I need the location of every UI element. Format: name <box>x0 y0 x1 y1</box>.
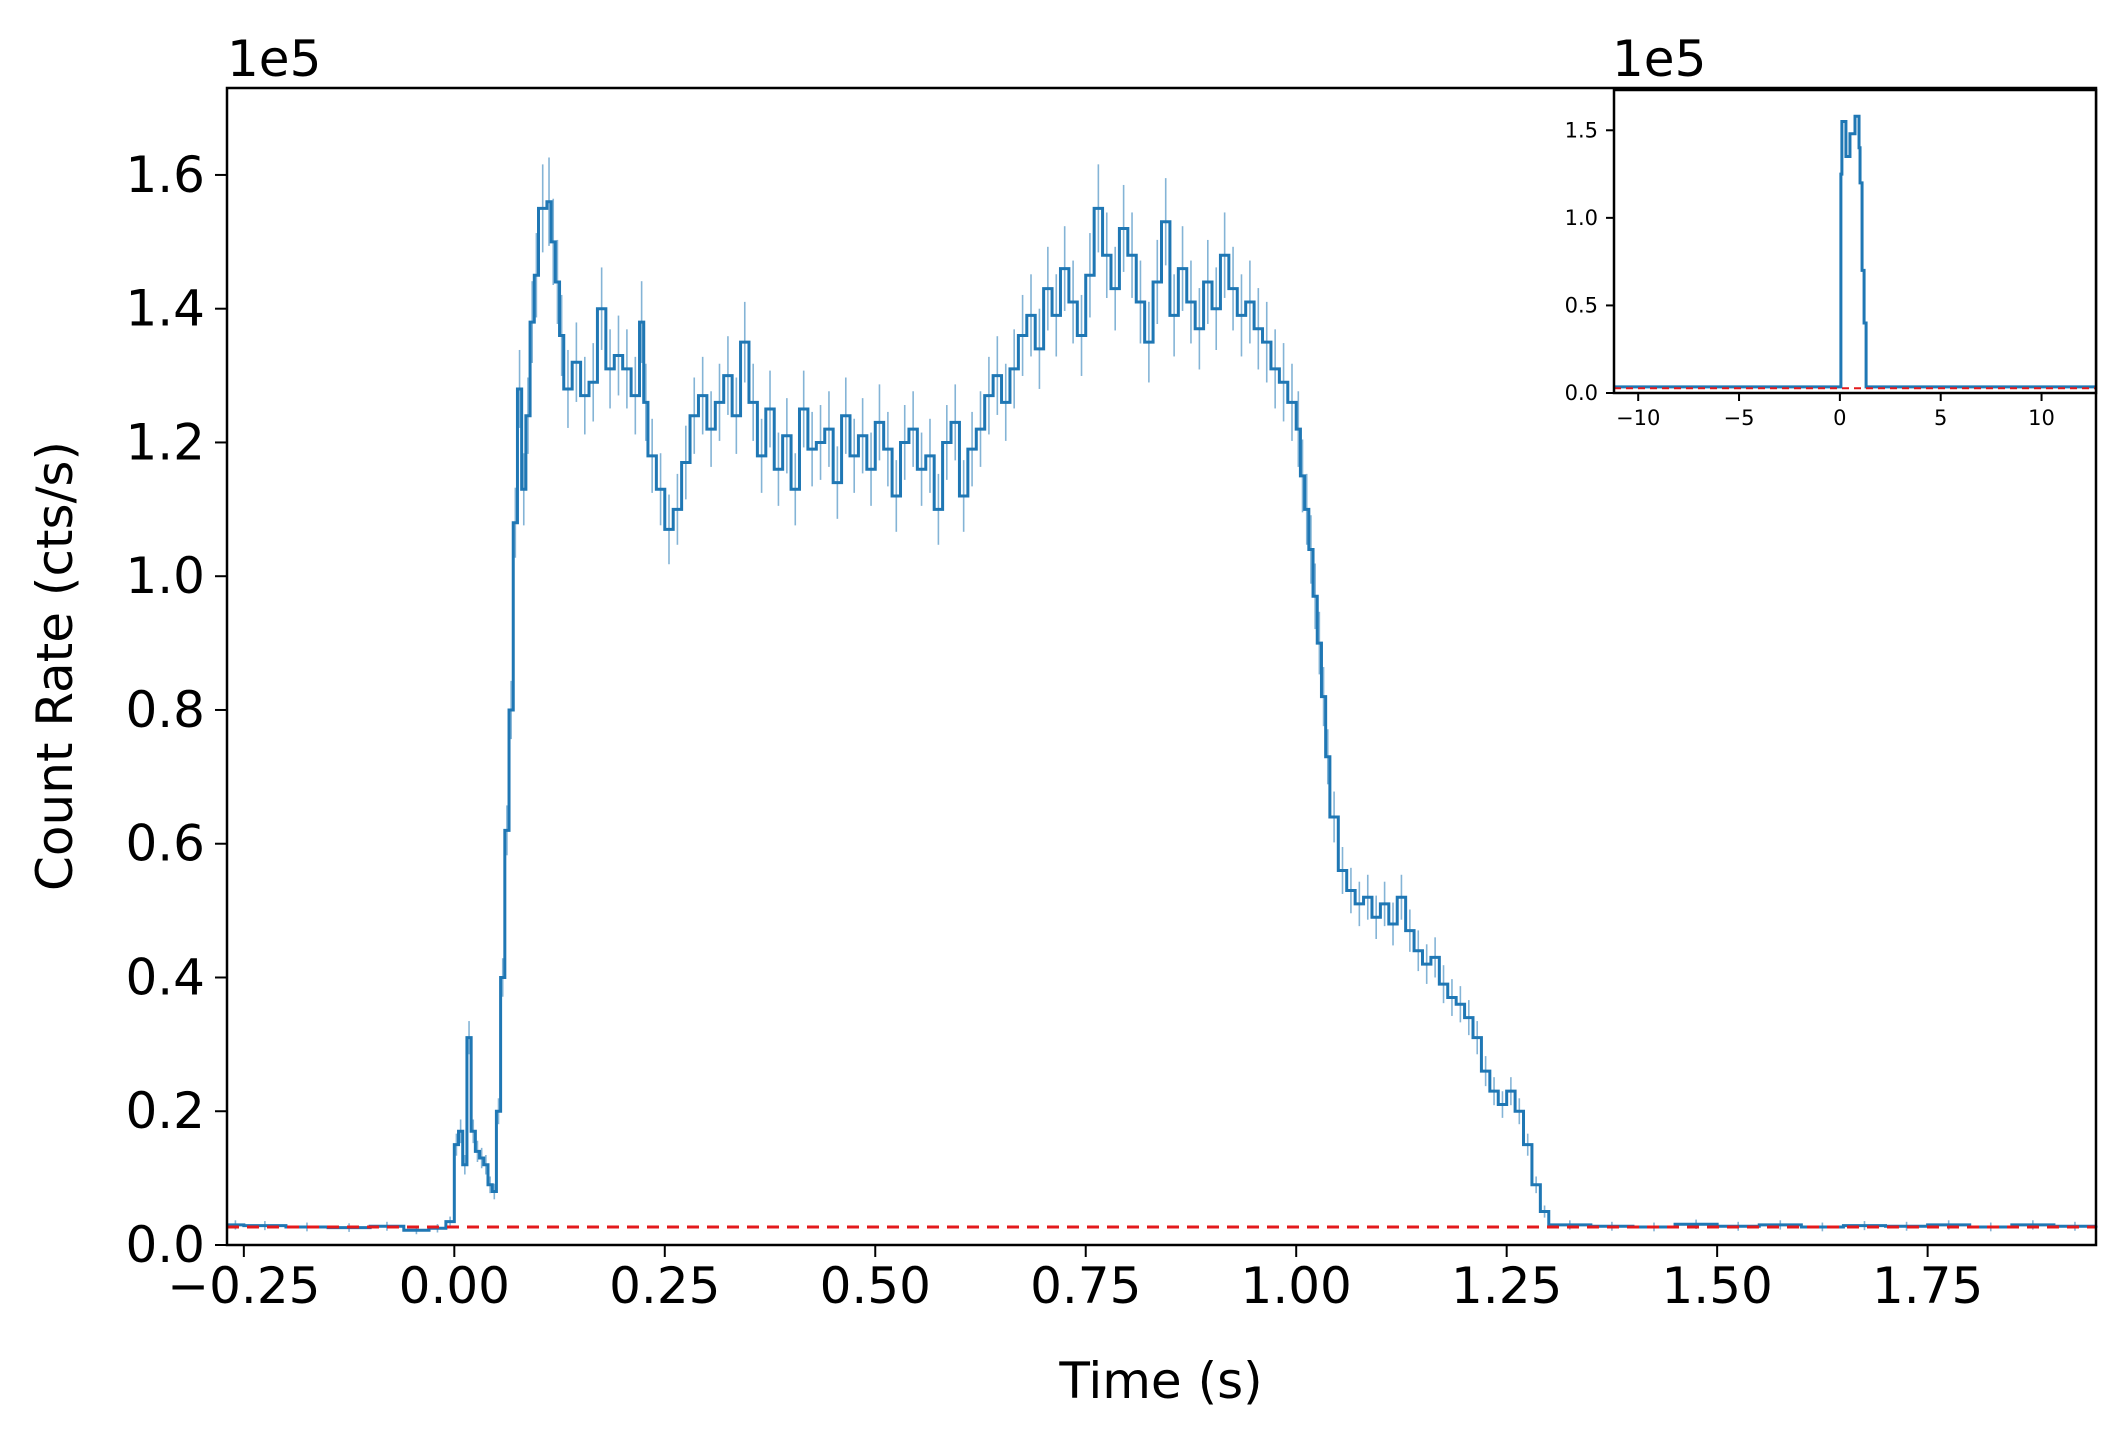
y-tick-label: 0.4 <box>125 948 205 1006</box>
x-tick-label: 1.75 <box>1872 1257 1983 1315</box>
y-tick-label: 0.8 <box>125 681 205 739</box>
y-tick-label: 0.2 <box>125 1082 205 1140</box>
y-tick-label: 1.0 <box>125 547 205 605</box>
inset-axes-frame <box>1612 88 2098 395</box>
y-tick-label: 0.6 <box>125 815 205 873</box>
x-tick-label: −10 <box>1616 406 1660 430</box>
main-plot-panel: −0.25 0.00 0.25 0.50 0.75 1.00 1.25 1.50 1.75 0.… <box>26 30 2098 1410</box>
inset-x-axis-ticks: −10 −5 0 5 10 <box>1616 393 2055 430</box>
y-tick-label: 0.0 <box>125 1216 205 1274</box>
y-tick-label: 1.6 <box>125 146 205 204</box>
x-tick-label: 0.00 <box>399 1257 510 1315</box>
y-tick-label: 1.5 <box>1565 118 1598 142</box>
x-tick-label: 0.25 <box>609 1257 720 1315</box>
light-curve-series <box>1614 114 2096 389</box>
x-tick-label: 0.50 <box>820 1257 931 1315</box>
y-tick-label: 1.4 <box>125 280 205 338</box>
x-tick-label: 0.75 <box>1030 1257 1141 1315</box>
inset-y-offset-label: 1e5 <box>1612 30 1706 88</box>
x-tick-label: −0.25 <box>167 1257 320 1315</box>
inset-background <box>1614 90 2096 393</box>
x-tick-label: 0 <box>1833 406 1846 430</box>
main-data-marks <box>227 157 2098 1235</box>
x-tick-label: 5 <box>1934 406 1947 430</box>
inset-y-axis-ticks: 0.0 0.5 1.0 1.5 <box>1565 118 1614 405</box>
main-axes-frame <box>225 86 2098 1247</box>
main-y-axis-label: Count Rate (cts/s) <box>26 441 84 891</box>
y-tick-label: 1.2 <box>125 413 205 471</box>
main-x-axis-label: Time (s) <box>1058 1352 1262 1410</box>
main-y-offset-label: 1e5 <box>227 30 321 88</box>
y-tick-label: 0.0 <box>1565 381 1598 405</box>
x-tick-label: 1.25 <box>1451 1257 1562 1315</box>
x-tick-label: 10 <box>2028 406 2055 430</box>
x-tick-label: 1.00 <box>1241 1257 1352 1315</box>
inset-plot-panel: −10 −5 0 5 10 0.0 0.5 1.0 1.5 1e5 <box>1565 30 2098 430</box>
main-x-axis-ticks: −0.25 0.00 0.25 0.50 0.75 1.00 1.25 1.50 1.75 <box>167 1245 1983 1315</box>
x-tick-label: −5 <box>1724 406 1755 430</box>
light-curve-series <box>227 200 2098 1232</box>
y-tick-label: 1.0 <box>1565 206 1598 230</box>
x-tick-label: 1.50 <box>1661 1257 1772 1315</box>
y-tick-label: 0.5 <box>1565 293 1598 317</box>
inset-data-marks <box>1614 114 2096 390</box>
main-y-axis-ticks: 0.0 0.2 0.4 0.6 0.8 1.0 1.2 1.4 1.6 <box>125 146 227 1274</box>
